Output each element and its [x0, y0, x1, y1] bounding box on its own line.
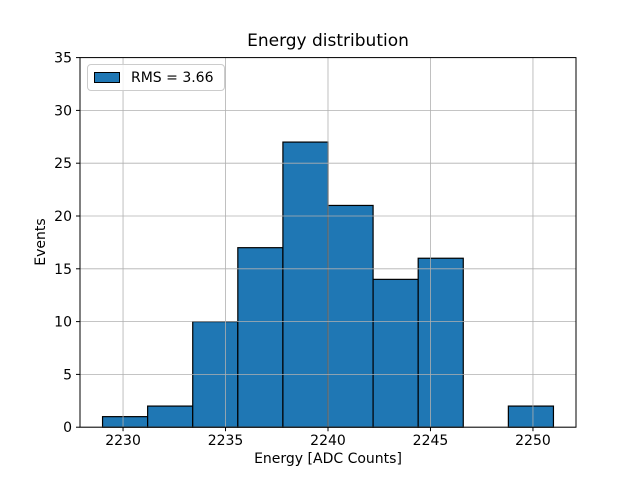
histogram-bar [101, 416, 149, 428]
chart-title: Energy distribution [247, 31, 409, 51]
x-tick-label: 2240 [310, 433, 346, 449]
y-tick-label: 0 [63, 420, 72, 436]
y-tick-label: 25 [54, 156, 72, 172]
x-tick-label: 2230 [105, 433, 141, 449]
y-tick-label: 5 [63, 367, 72, 383]
y-tick-label: 20 [54, 209, 72, 225]
histogram-bar [237, 247, 284, 428]
legend-color-patch [94, 72, 120, 83]
x-axis-label: Energy [ADC Counts] [254, 451, 402, 467]
histogram-bar [327, 204, 374, 428]
histogram-bar [417, 257, 464, 428]
legend: RMS = 3.66 [87, 64, 225, 91]
y-tick-label: 35 [54, 51, 72, 67]
x-tick-label: 2250 [515, 433, 551, 449]
histogram-bar [507, 405, 555, 428]
histogram-bar [282, 141, 329, 428]
y-tick-label: 10 [54, 315, 72, 331]
y-tick-label: 30 [54, 103, 72, 119]
x-tick-label: 2245 [413, 433, 449, 449]
histogram-bar [147, 405, 194, 428]
legend-label: RMS = 3.66 [131, 69, 214, 86]
y-axis-label: Events [33, 218, 49, 266]
x-tick-label: 2235 [208, 433, 244, 449]
histogram-bar [372, 278, 419, 428]
y-tick-label: 15 [54, 262, 72, 278]
